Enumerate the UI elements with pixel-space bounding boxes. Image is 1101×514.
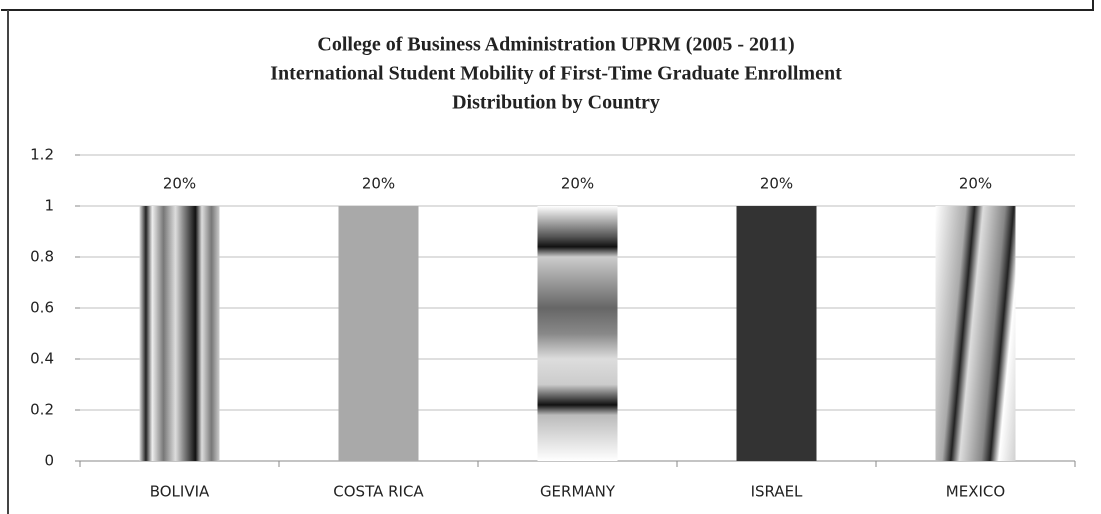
bar — [338, 206, 419, 461]
chart-title: College of Business Administration UPRM … — [317, 34, 794, 56]
y-tick-label: 0.6 — [30, 299, 54, 317]
bar — [537, 206, 618, 461]
y-tick-label: 0 — [44, 452, 54, 470]
data-label: 20% — [959, 175, 992, 193]
frame — [1, 0, 1094, 11]
data-label: 20% — [561, 175, 594, 193]
data-label: 20% — [362, 175, 395, 193]
y-tick-label: 0.4 — [30, 350, 54, 368]
y-tick-label: 1.2 — [30, 146, 54, 164]
y-tick-label: 1 — [44, 197, 54, 215]
x-tick-label: GERMANY — [540, 483, 616, 501]
chart-title: International Student Mobility of First-… — [270, 63, 842, 85]
x-tick-label: ISRAEL — [751, 483, 803, 501]
x-tick-label: COSTA RICA — [333, 483, 424, 501]
x-tick-label: MEXICO — [946, 483, 1005, 501]
y-tick-label: 0.2 — [30, 401, 54, 419]
data-label: 20% — [760, 175, 793, 193]
y-tick-label: 0.8 — [30, 248, 54, 266]
bar — [139, 206, 220, 461]
x-tick-label: BOLIVIA — [150, 483, 210, 501]
chart-title: Distribution by Country — [452, 92, 660, 114]
data-label: 20% — [163, 175, 196, 193]
bar — [736, 206, 817, 461]
bar — [935, 206, 1016, 461]
